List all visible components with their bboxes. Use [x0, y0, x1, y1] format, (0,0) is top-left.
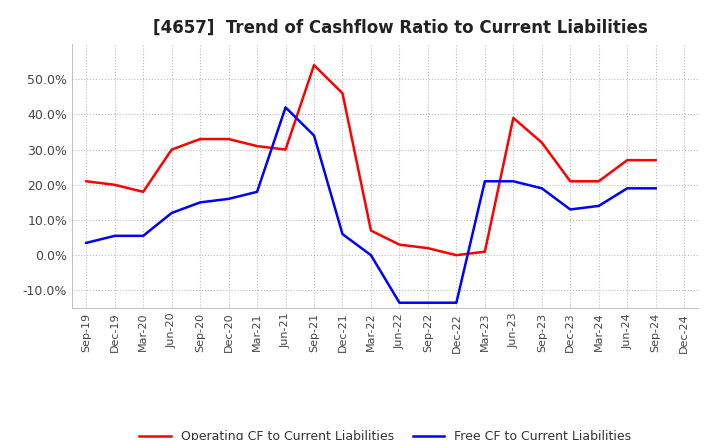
- Operating CF to Current Liabilities: [338, 91, 347, 96]
- Operating CF to Current Liabilities: [595, 179, 603, 184]
- Free CF to Current Liabilities: [139, 233, 148, 238]
- Operating CF to Current Liabilities: [310, 62, 318, 68]
- Operating CF to Current Liabilities: [253, 143, 261, 149]
- Operating CF to Current Liabilities: [423, 246, 432, 251]
- Line: Operating CF to Current Liabilities: Operating CF to Current Liabilities: [86, 65, 656, 255]
- Free CF to Current Liabilities: [225, 196, 233, 202]
- Operating CF to Current Liabilities: [366, 228, 375, 233]
- Operating CF to Current Liabilities: [537, 140, 546, 145]
- Free CF to Current Liabilities: [566, 207, 575, 212]
- Free CF to Current Liabilities: [595, 203, 603, 209]
- Free CF to Current Liabilities: [509, 179, 518, 184]
- Operating CF to Current Liabilities: [395, 242, 404, 247]
- Operating CF to Current Liabilities: [167, 147, 176, 152]
- Line: Free CF to Current Liabilities: Free CF to Current Liabilities: [86, 107, 656, 303]
- Free CF to Current Liabilities: [338, 231, 347, 237]
- Free CF to Current Liabilities: [537, 186, 546, 191]
- Operating CF to Current Liabilities: [139, 189, 148, 194]
- Operating CF to Current Liabilities: [652, 158, 660, 163]
- Free CF to Current Liabilities: [395, 300, 404, 305]
- Free CF to Current Liabilities: [423, 300, 432, 305]
- Legend: Operating CF to Current Liabilities, Free CF to Current Liabilities: Operating CF to Current Liabilities, Fre…: [135, 425, 636, 440]
- Operating CF to Current Liabilities: [566, 179, 575, 184]
- Free CF to Current Liabilities: [366, 253, 375, 258]
- Free CF to Current Liabilities: [82, 240, 91, 246]
- Operating CF to Current Liabilities: [225, 136, 233, 142]
- Operating CF to Current Liabilities: [196, 136, 204, 142]
- Operating CF to Current Liabilities: [509, 115, 518, 121]
- Operating CF to Current Liabilities: [452, 253, 461, 258]
- Operating CF to Current Liabilities: [480, 249, 489, 254]
- Free CF to Current Liabilities: [253, 189, 261, 194]
- Free CF to Current Liabilities: [110, 233, 119, 238]
- Text: [4657]  Trend of Cashflow Ratio to Current Liabilities: [4657] Trend of Cashflow Ratio to Curren…: [153, 19, 648, 37]
- Free CF to Current Liabilities: [452, 300, 461, 305]
- Operating CF to Current Liabilities: [282, 147, 290, 152]
- Operating CF to Current Liabilities: [110, 182, 119, 187]
- Free CF to Current Liabilities: [623, 186, 631, 191]
- Free CF to Current Liabilities: [282, 105, 290, 110]
- Free CF to Current Liabilities: [167, 210, 176, 216]
- Free CF to Current Liabilities: [652, 186, 660, 191]
- Free CF to Current Liabilities: [196, 200, 204, 205]
- Operating CF to Current Liabilities: [623, 158, 631, 163]
- Free CF to Current Liabilities: [310, 133, 318, 138]
- Free CF to Current Liabilities: [480, 179, 489, 184]
- Operating CF to Current Liabilities: [82, 179, 91, 184]
